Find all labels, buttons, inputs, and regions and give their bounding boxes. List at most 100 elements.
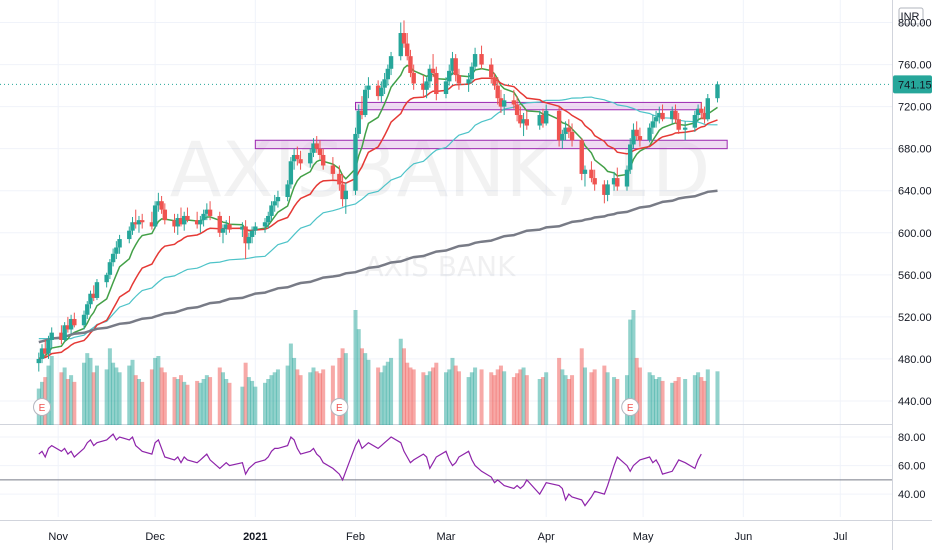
candle-body: [46, 340, 51, 354]
volume-bar: [579, 348, 584, 425]
volume-bar: [696, 372, 701, 425]
volume-bar: [615, 379, 620, 425]
volume-bar: [492, 375, 497, 425]
candle-body: [340, 184, 345, 200]
candle-body: [582, 169, 588, 174]
volume-bar: [379, 372, 384, 425]
candle-body: [295, 154, 300, 160]
candle-body: [152, 205, 158, 227]
candle-body: [366, 85, 371, 90]
candle-body: [107, 262, 113, 275]
volume-bar: [524, 375, 529, 425]
volume-bar: [502, 371, 507, 425]
volume-bar: [650, 375, 655, 425]
volume-bar: [240, 386, 245, 425]
volume-bar: [421, 372, 426, 425]
candle-body: [408, 56, 413, 73]
volume-bar: [702, 380, 707, 425]
candle-body: [521, 119, 526, 124]
earnings-marker[interactable]: E: [330, 398, 349, 416]
earnings-marker-label: E: [39, 403, 46, 414]
volume-bar: [466, 377, 471, 425]
candle-body: [298, 159, 303, 164]
volume-bar: [589, 372, 594, 425]
rsi-tick-label: 40.00: [898, 489, 926, 501]
candle-body: [317, 148, 323, 155]
candle-body: [450, 58, 455, 71]
candle-body: [631, 129, 636, 145]
volume-bar: [185, 384, 190, 425]
candle-body: [81, 314, 87, 326]
candle-body: [337, 173, 342, 185]
volume-bar: [366, 359, 371, 425]
volume-bar: [359, 348, 364, 425]
time-axis[interactable]: Nov Dec 2021 Feb Mar Apr May Jun Jul: [48, 531, 847, 543]
candle-body: [695, 108, 701, 116]
volume-bar: [133, 375, 138, 425]
candle-body: [308, 152, 313, 164]
candle-body: [628, 144, 633, 170]
time-tick-label: 2021: [243, 531, 267, 543]
volume-bar: [266, 379, 271, 425]
candle-body: [511, 100, 517, 105]
volume-bar: [563, 375, 568, 425]
volume-bar: [317, 373, 322, 425]
candle-body: [456, 75, 462, 84]
candle-body: [670, 110, 675, 120]
candle-body: [637, 136, 643, 141]
candle-body: [405, 43, 410, 57]
candle-body: [676, 119, 681, 130]
candle-body: [43, 348, 48, 354]
rsi-tick-label: 60.00: [898, 461, 926, 473]
rsi-tick-label: 80.00: [898, 432, 926, 444]
volume-bar: [156, 356, 161, 425]
candle-body: [130, 222, 135, 231]
name-watermark: AXIS BANK: [365, 250, 517, 283]
earnings-marker[interactable]: E: [621, 398, 640, 416]
rsi-pane[interactable]: [0, 433, 892, 507]
volume-bar: [330, 365, 335, 425]
candlesticks[interactable]: [36, 20, 720, 372]
volume-bar: [159, 367, 164, 425]
volume-bar: [683, 379, 688, 425]
candle-body: [705, 98, 710, 120]
volume-bar: [343, 353, 348, 425]
volume-bar: [657, 377, 662, 425]
volume-bar: [204, 375, 209, 425]
candle-body: [660, 112, 665, 120]
earnings-marker[interactable]: E: [33, 398, 52, 416]
candle-body: [288, 161, 294, 185]
volume-bar: [314, 371, 319, 425]
candle-body: [65, 325, 71, 330]
volume-bar: [217, 367, 222, 425]
volume-bar: [676, 377, 681, 425]
candle-body: [156, 201, 161, 206]
volume-bar: [353, 310, 358, 425]
candle-body: [285, 184, 290, 198]
candle-body: [657, 112, 662, 118]
moving-averages[interactable]: [38, 64, 718, 360]
volume-bar: [566, 379, 571, 425]
candle-body: [434, 72, 439, 94]
volume-bar: [224, 379, 229, 425]
volume-bar: [363, 353, 368, 425]
candle-body: [36, 358, 41, 364]
candle-body: [149, 222, 155, 227]
candle-body: [262, 222, 268, 227]
volume-bar: [427, 371, 432, 425]
volume-bar: [82, 362, 87, 425]
candle-body: [699, 108, 704, 113]
price-tick-label: 760.00: [898, 60, 932, 72]
candle-body: [634, 129, 639, 137]
candle-body: [569, 131, 575, 141]
volume-bar: [85, 353, 90, 425]
candle-body: [291, 154, 297, 162]
candle-body: [363, 89, 368, 116]
candle-body: [715, 84, 720, 99]
candle-body: [602, 184, 607, 195]
volume-bar: [557, 357, 562, 425]
volume-bar: [208, 377, 213, 425]
